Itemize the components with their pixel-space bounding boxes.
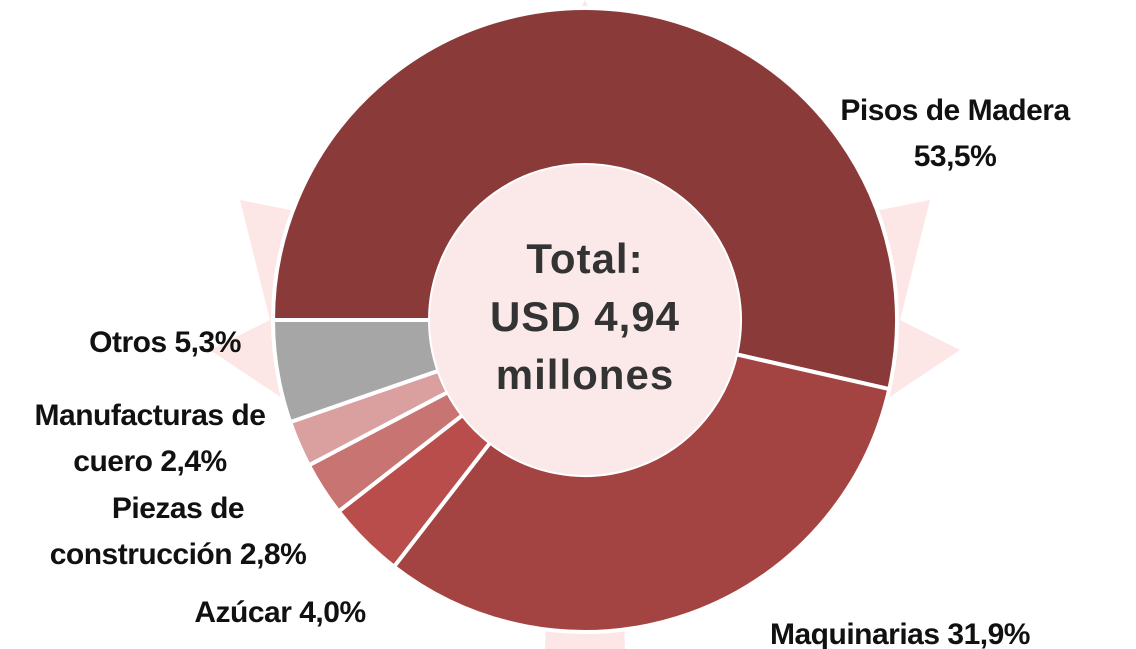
value-label: 5,3%	[174, 326, 240, 359]
data-label: Maquinarias 31,9%	[730, 612, 1070, 649]
data-label: Manufacturas de cuero 2,4%	[0, 393, 300, 485]
category-label: Maquinarias	[770, 618, 940, 649]
data-label: Pisos de Madera 53,5%	[825, 88, 1085, 180]
data-label: Otros 5,3%	[55, 320, 275, 366]
value-label: 4,0%	[299, 596, 365, 629]
center-text: USD 4,94	[490, 293, 680, 340]
value-label: 53,5%	[914, 140, 997, 173]
category-label: Azúcar	[194, 596, 291, 629]
data-label: Azúcar 4,0%	[170, 590, 390, 636]
value-label: 2,4%	[160, 445, 226, 478]
chart: Total: USD 4,94 millones Pisos de Madera…	[0, 0, 1136, 649]
category-label: Pisos de Madera	[840, 94, 1069, 127]
value-label: 31,9%	[947, 618, 1030, 649]
category-label: Manufacturas de cuero	[35, 399, 266, 478]
value-label: 2,8%	[240, 538, 306, 571]
data-label: Piezas de construcción 2,8%	[28, 486, 328, 578]
center-text: Total:	[526, 235, 643, 282]
center-text: millones	[496, 351, 674, 398]
category-label: Piezas de construcción	[50, 492, 244, 571]
category-label: Otros	[89, 326, 167, 359]
